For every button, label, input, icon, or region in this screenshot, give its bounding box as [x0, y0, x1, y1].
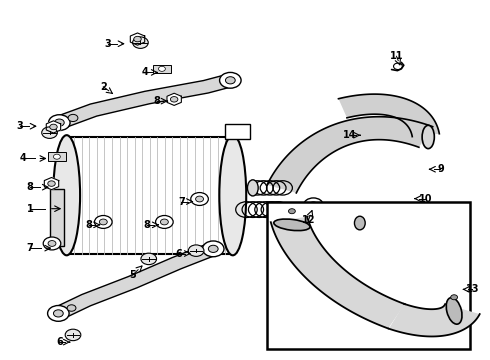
Ellipse shape — [354, 216, 365, 230]
Polygon shape — [339, 94, 440, 136]
Circle shape — [196, 196, 203, 202]
Ellipse shape — [247, 180, 258, 196]
Polygon shape — [389, 304, 480, 337]
Polygon shape — [44, 177, 59, 190]
Text: 4: 4 — [142, 67, 148, 77]
Text: 8: 8 — [85, 220, 92, 230]
Circle shape — [48, 240, 56, 246]
Text: 14: 14 — [343, 130, 357, 140]
Circle shape — [309, 202, 318, 208]
Circle shape — [49, 115, 70, 131]
Circle shape — [208, 245, 218, 252]
Circle shape — [48, 181, 55, 186]
Circle shape — [53, 310, 63, 317]
Circle shape — [48, 306, 69, 321]
Circle shape — [188, 245, 204, 256]
Text: 2: 2 — [100, 82, 107, 92]
Circle shape — [202, 241, 224, 257]
Ellipse shape — [422, 125, 434, 149]
Circle shape — [160, 219, 169, 225]
Bar — [233, 134, 262, 257]
Ellipse shape — [274, 219, 310, 231]
Circle shape — [141, 253, 157, 265]
Bar — [267, 202, 470, 349]
Circle shape — [54, 119, 64, 126]
Polygon shape — [46, 121, 61, 133]
Text: 10: 10 — [419, 194, 433, 204]
Circle shape — [289, 209, 295, 214]
Text: 13: 13 — [466, 284, 479, 294]
Text: 12: 12 — [302, 215, 315, 225]
Circle shape — [68, 114, 78, 122]
Circle shape — [49, 124, 57, 130]
Circle shape — [225, 77, 235, 84]
Text: 8: 8 — [26, 182, 33, 192]
Circle shape — [43, 237, 61, 250]
Polygon shape — [271, 217, 405, 328]
Circle shape — [53, 154, 60, 159]
Ellipse shape — [220, 135, 246, 255]
Text: 8: 8 — [144, 220, 151, 230]
Bar — [67, 137, 233, 253]
Bar — [225, 125, 250, 139]
Polygon shape — [267, 117, 433, 193]
Circle shape — [42, 127, 57, 138]
Text: 7: 7 — [178, 197, 185, 207]
Polygon shape — [130, 33, 145, 45]
Circle shape — [191, 193, 208, 206]
Polygon shape — [167, 93, 181, 105]
Polygon shape — [55, 74, 233, 129]
Text: 6: 6 — [175, 248, 182, 258]
Bar — [37, 134, 67, 257]
Circle shape — [159, 66, 165, 71]
Text: 11: 11 — [390, 51, 403, 61]
Circle shape — [220, 72, 241, 88]
Circle shape — [133, 37, 148, 48]
Text: 8: 8 — [153, 96, 161, 106]
Ellipse shape — [446, 298, 462, 324]
Polygon shape — [49, 189, 64, 246]
Circle shape — [134, 36, 141, 42]
Text: 5: 5 — [129, 270, 136, 280]
Text: 1: 1 — [26, 204, 33, 214]
Text: 3: 3 — [17, 121, 24, 131]
Circle shape — [65, 329, 81, 341]
Text: 9: 9 — [437, 164, 444, 174]
Circle shape — [67, 305, 76, 311]
Ellipse shape — [53, 135, 80, 255]
Circle shape — [451, 295, 458, 300]
Polygon shape — [53, 243, 218, 319]
Circle shape — [156, 216, 173, 228]
Circle shape — [171, 96, 178, 102]
Bar — [48, 152, 66, 161]
Circle shape — [304, 198, 323, 212]
Circle shape — [95, 216, 112, 228]
Bar — [153, 64, 171, 73]
Text: 3: 3 — [105, 39, 112, 49]
Text: 4: 4 — [19, 153, 26, 163]
Text: 7: 7 — [26, 243, 33, 253]
Circle shape — [99, 219, 107, 225]
Text: 6: 6 — [56, 337, 63, 347]
